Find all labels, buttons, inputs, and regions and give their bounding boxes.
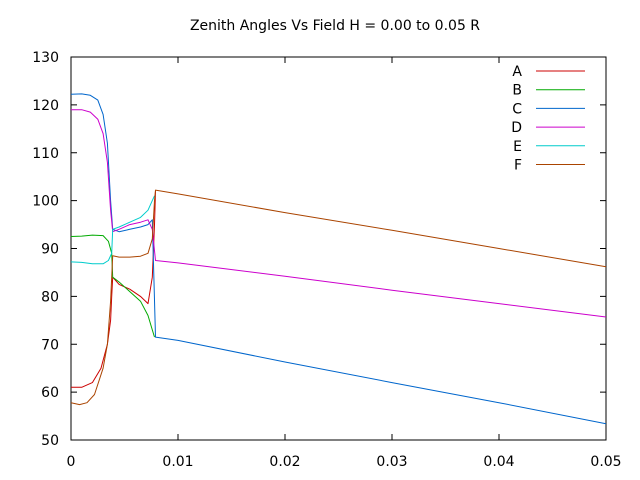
x-tick-label: 0.05 <box>590 454 621 470</box>
chart-title: Zenith Angles Vs Field H = 0.00 to 0.05 … <box>190 18 480 34</box>
y-tick-label: 50 <box>41 433 59 449</box>
x-tick-label: 0.02 <box>269 454 300 470</box>
legend-label-e: E <box>513 139 522 155</box>
legend-label-c: C <box>512 101 522 117</box>
y-tick-label: 110 <box>32 146 59 162</box>
series-line-b <box>70 234 155 338</box>
y-tick-label: 100 <box>32 194 59 210</box>
y-tick-label: 90 <box>41 242 59 258</box>
x-tick-label: 0.04 <box>483 454 514 470</box>
series-line-a <box>71 190 156 388</box>
series-line-d <box>71 109 607 318</box>
y-tick-label: 120 <box>32 98 59 114</box>
legend-label-d: D <box>511 120 522 136</box>
x-tick-label: 0.01 <box>162 454 193 470</box>
y-tick-label: 70 <box>41 337 59 353</box>
x-tick-label: 0.03 <box>376 454 407 470</box>
y-tick-label: 80 <box>41 289 59 305</box>
plot-frame <box>70 56 607 441</box>
series-layer <box>70 93 607 425</box>
legend-label-b: B <box>512 83 522 99</box>
y-tick-label: 130 <box>32 50 59 66</box>
y-tick-label: 60 <box>41 385 59 401</box>
series-line-e <box>70 195 155 265</box>
legend-label-f: F <box>514 158 522 174</box>
x-tick-label: 0 <box>67 454 76 470</box>
plot-axes: 0 0.01 0.02 0.03 0.04 0.05 50 60 70 80 90 100 110 120… <box>32 50 621 470</box>
series-line-c <box>70 93 607 425</box>
series-line-f <box>70 189 607 406</box>
legend-label-a: A <box>512 64 522 80</box>
